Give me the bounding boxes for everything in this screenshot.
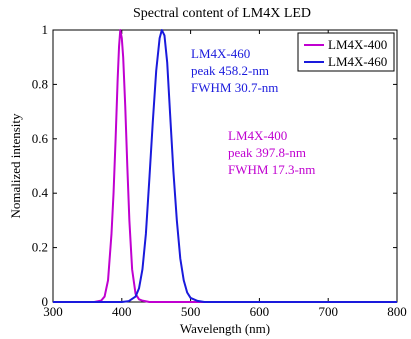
legend-label-400: LM4X-400	[328, 37, 387, 52]
series-layer	[53, 29, 397, 303]
annotation-400-line-1: LM4X-400	[228, 128, 287, 143]
y-tick-label: 0.2	[32, 240, 48, 255]
annotation-400-line-2: peak 397.8-nm	[228, 145, 306, 160]
annotation-400: LM4X-400 peak 397.8-nm FWHM 17.3-nm	[228, 128, 315, 177]
y-axis-ticks: 0 0.2 0.4 0.6 0.8 1	[32, 22, 397, 309]
x-tick-label: 600	[250, 304, 270, 319]
annotation-400-line-3: FWHM 17.3-nm	[228, 162, 315, 177]
y-tick-label: 0.8	[32, 76, 48, 91]
x-axis-ticks: 300 400 500 600 700 800	[43, 30, 407, 319]
chart-title: Spectral content of LM4X LED	[133, 6, 311, 21]
y-tick-label: 0	[42, 294, 49, 309]
series-line-lm4x-460	[53, 29, 397, 303]
annotation-460-line-1: LM4X-460	[191, 46, 250, 61]
annotation-460: LM4X-460 peak 458.2-nm FWHM 30.7-nm	[191, 46, 278, 95]
y-axis-label: Nomalized intensity	[8, 113, 23, 219]
annotation-460-line-3: FWHM 30.7-nm	[191, 80, 278, 95]
legend-label-460: LM4X-460	[328, 54, 387, 69]
annotation-460-line-2: peak 458.2-nm	[191, 63, 269, 78]
x-tick-label: 400	[112, 304, 132, 319]
legend-box	[297, 32, 395, 72]
x-tick-label: 700	[318, 304, 338, 319]
series-line-lm4x-400	[53, 29, 397, 303]
y-tick-label: 0.4	[32, 185, 49, 200]
x-axis-label: Wavelength (nm)	[180, 321, 270, 336]
x-tick-label: 500	[181, 304, 201, 319]
x-tick-label: 800	[387, 304, 407, 319]
x-tick-label: 300	[43, 304, 63, 319]
y-tick-label: 1	[42, 22, 49, 37]
y-tick-label: 0.6	[32, 131, 49, 146]
legend: LM4X-400 LM4X-460	[297, 32, 395, 72]
